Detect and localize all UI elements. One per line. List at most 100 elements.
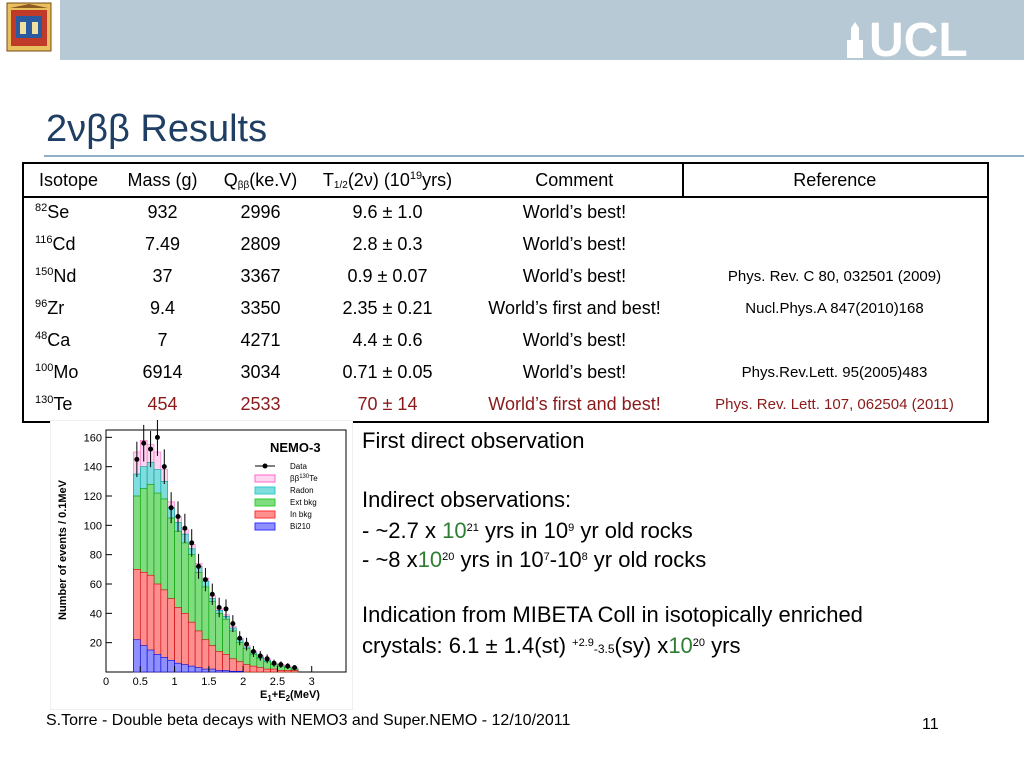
row-isotope: 100Mo (24, 356, 113, 389)
row-reference (682, 324, 987, 357)
row-mass: 7 (112, 324, 213, 357)
title-rule (44, 155, 1024, 157)
element: Cd (52, 234, 76, 254)
histogram-bar (222, 670, 230, 673)
histogram-bar (174, 607, 182, 673)
header-t-nu: (2ν) (10 (347, 169, 410, 190)
data-point (278, 662, 284, 668)
row-isotope: 150Nd (24, 260, 113, 293)
data-point (250, 648, 256, 654)
histogram-bar (133, 639, 141, 673)
header-q-main: Q (223, 169, 238, 190)
data-point (161, 464, 167, 470)
data-point (175, 514, 181, 520)
y-tick-label: 60 (90, 579, 102, 591)
table-header-row: Isotope Mass (g) Qββ(ke.V) T1/2(2ν) (101… (24, 164, 987, 198)
row-comment: World’s first and best! (466, 388, 683, 421)
data-point (148, 446, 154, 452)
plot-data-points (134, 420, 298, 671)
mass-number: 96 (35, 298, 48, 310)
histogram-bar (181, 613, 189, 673)
x-tick-label: 0.5 (133, 676, 148, 688)
row-q: 3350 (212, 292, 309, 325)
data-point (154, 434, 160, 440)
row-mass: 9.4 (112, 292, 213, 325)
y-tick-label: 100 (84, 520, 102, 532)
header-band (60, 0, 1024, 60)
histogram-bar (201, 639, 210, 673)
mass-number: 150 (35, 266, 54, 278)
row-comment: World’s best! (466, 228, 683, 261)
header-t-unit: yrs) (422, 169, 453, 190)
element: Ca (47, 330, 71, 350)
histogram-bar (153, 654, 162, 673)
x-tick-label: 3 (309, 676, 315, 688)
legend-bi-swatch (254, 522, 276, 531)
row-halflife: 2.8 ± 0.3 (308, 228, 467, 261)
x-tick-label: 0 (103, 676, 109, 688)
row-halflife: 2.35 ± 0.21 (308, 292, 467, 325)
data-point (285, 663, 291, 669)
mass-number: 100 (35, 362, 54, 374)
row-halflife: 0.9 ± 0.07 (308, 260, 467, 293)
header-q: Qββ(ke.V) (212, 164, 309, 198)
y-tick-label: 120 (84, 491, 102, 503)
data-point (141, 440, 147, 446)
row-reference (682, 196, 987, 229)
histogram-bar (187, 665, 196, 673)
row-q: 3367 (212, 260, 309, 293)
indirect-observations-title: Indirect observations: (362, 487, 572, 512)
histogram-bar (215, 670, 223, 673)
histogram-bar (235, 670, 244, 673)
legend-radon-swatch (254, 486, 276, 495)
table-row: 48Ca 7 4271 4.4 ± 0.6 World’s best! (24, 324, 987, 357)
element: Mo (53, 362, 79, 382)
row-mass: 454 (112, 388, 213, 421)
mass-number: 116 (35, 234, 53, 246)
element: Nd (53, 266, 77, 286)
header-q-sub: ββ (237, 179, 250, 191)
x-tick-label: 2 (240, 676, 246, 688)
histogram-bar (277, 670, 285, 673)
histogram-bar (181, 664, 189, 673)
row-reference: Phys.Rev.Lett. 95(2005)483 (682, 356, 987, 389)
plot-ticks: 0 0.5 1 1.5 2 2.5 3 20 40 60 80 100 120 140 160 (84, 432, 315, 688)
histogram-bar (194, 667, 203, 673)
table-row: 130Te 454 2533 70 ± 14 World’s first and… (24, 388, 987, 421)
row-isotope: 48Ca (24, 324, 113, 357)
legend-bb: ββ130Te (290, 474, 318, 483)
table-row: 116Cd 7.49 2809 2.8 ± 0.3 World’s best! (24, 228, 987, 261)
histogram-bar (187, 621, 196, 673)
row-mass: 932 (112, 196, 213, 229)
histogram-bar (208, 645, 217, 673)
ucl-logo-text: UCL (869, 14, 968, 60)
legend-in-swatch (254, 510, 276, 519)
histogram-bar (249, 665, 258, 673)
row-comment: World’s best! (466, 324, 683, 357)
data-point (264, 656, 270, 662)
header-comment: Comment (466, 164, 683, 198)
legend-data: Data (290, 462, 307, 471)
header-mass: Mass (g) (112, 164, 213, 198)
header-q-unit: (ke.V) (249, 169, 298, 190)
histogram-bar (160, 657, 169, 673)
row-isotope: 116Cd (24, 228, 113, 261)
histogram-bar (256, 667, 265, 673)
ucl-logo: UCL (847, 14, 968, 60)
data-point (230, 621, 236, 627)
row-q: 2996 (212, 196, 309, 229)
histogram-bar (208, 668, 217, 673)
mass-number: 48 (35, 330, 48, 342)
y-tick-label: 160 (84, 432, 102, 444)
row-reference (682, 228, 987, 261)
row-mass: 37 (112, 260, 213, 293)
row-halflife: 4.4 ± 0.6 (308, 324, 467, 357)
data-point (237, 635, 243, 641)
data-point (209, 591, 215, 597)
row-mass: 6914 (112, 356, 213, 389)
histogram-bar (222, 654, 230, 673)
header-t-exp: 19 (409, 169, 423, 182)
element: Zr (47, 298, 65, 318)
x-tick-label: 1.5 (201, 676, 216, 688)
row-reference: Nucl.Phys.A 847(2010)168 (682, 292, 987, 325)
